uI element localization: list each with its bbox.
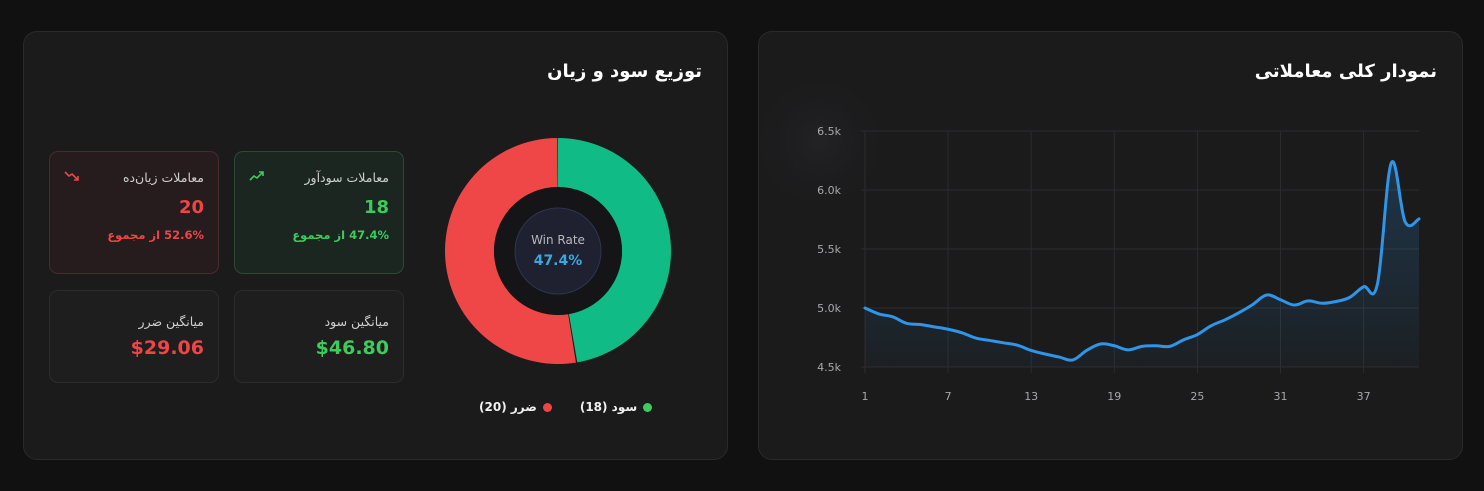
card-label: معاملات زیان‌ده — [122, 170, 204, 185]
legend-item-profit[interactable]: سود (18) — [579, 400, 653, 414]
trending-up-icon — [249, 170, 265, 185]
x-axis-ticks: 1 7 13 19 25 31 37 — [862, 390, 1371, 403]
chart-area-fill — [865, 161, 1419, 367]
svg-text:13: 13 — [1024, 390, 1038, 403]
win-rate-value: 47.4% — [534, 253, 583, 269]
svg-text:37: 37 — [1357, 390, 1371, 403]
legend-label: ضرر (20) — [479, 400, 537, 414]
donut-legend: سود (18) ضرر (20) — [479, 400, 653, 414]
card-label: میانگین سود — [324, 314, 389, 329]
profit-loss-distribution-panel: توزیع سود و زیان معاملات سودآور 18 47.4%… — [23, 31, 728, 460]
average-loss-card: میانگین ضرر $29.06 — [49, 290, 219, 383]
card-value: $29.06 — [130, 337, 204, 359]
svg-text:6.5k: 6.5k — [817, 125, 841, 138]
loss-dot-icon — [542, 402, 552, 412]
card-label: معاملات سودآور — [304, 170, 389, 185]
win-slice[interactable] — [558, 138, 671, 363]
svg-text:25: 25 — [1190, 390, 1204, 403]
profit-dot-icon — [643, 402, 653, 412]
chart-grid — [861, 130, 1419, 373]
svg-text:4.5k: 4.5k — [817, 361, 841, 374]
losing-trades-card: معاملات زیان‌ده 20 52.6% از مجموع — [49, 151, 219, 274]
svg-text:19: 19 — [1107, 390, 1121, 403]
panel-title: توزیع سود و زیان — [547, 61, 702, 82]
svg-text:5.5k: 5.5k — [817, 243, 841, 256]
card-sub: 47.4% از مجموع — [292, 228, 389, 242]
card-label: میانگین ضرر — [138, 314, 204, 329]
y-axis-ticks: 4.5k 5.0k 5.5k 6.0k 6.5k — [817, 125, 841, 374]
card-value: $46.80 — [315, 337, 389, 359]
overall-trading-chart-panel: نمودار کلی معاملاتی 4.5k 5.0k 5.5k 6.0k 6.5k… — [758, 31, 1463, 460]
legend-item-loss[interactable]: ضرر (20) — [479, 400, 552, 414]
card-value: 20 — [178, 197, 204, 218]
average-profit-card: میانگین سود $46.80 — [234, 290, 404, 383]
svg-text:31: 31 — [1274, 390, 1288, 403]
win-rate-label: Win Rate — [531, 233, 585, 247]
winning-trades-card: معاملات سودآور 18 47.4% از مجموع — [234, 151, 404, 274]
card-value: 18 — [363, 197, 389, 218]
equity-line-chart: 4.5k 5.0k 5.5k 6.0k 6.5k 1 7 13 19 25 31 37 — [759, 67, 1421, 403]
loss-slice[interactable] — [445, 138, 576, 364]
svg-text:1: 1 — [862, 390, 869, 403]
card-sub: 52.6% از مجموع — [107, 228, 204, 242]
trending-down-icon — [64, 170, 80, 185]
legend-label: سود (18) — [579, 400, 638, 414]
svg-text:5.0k: 5.0k — [817, 302, 841, 315]
chart-line[interactable] — [863, 160, 1421, 362]
panel-title: نمودار کلی معاملاتی — [1254, 61, 1437, 82]
svg-text:7: 7 — [945, 390, 952, 403]
win-rate-donut-chart: Win Rate 47.4% — [445, 138, 671, 364]
svg-text:6.0k: 6.0k — [817, 184, 841, 197]
